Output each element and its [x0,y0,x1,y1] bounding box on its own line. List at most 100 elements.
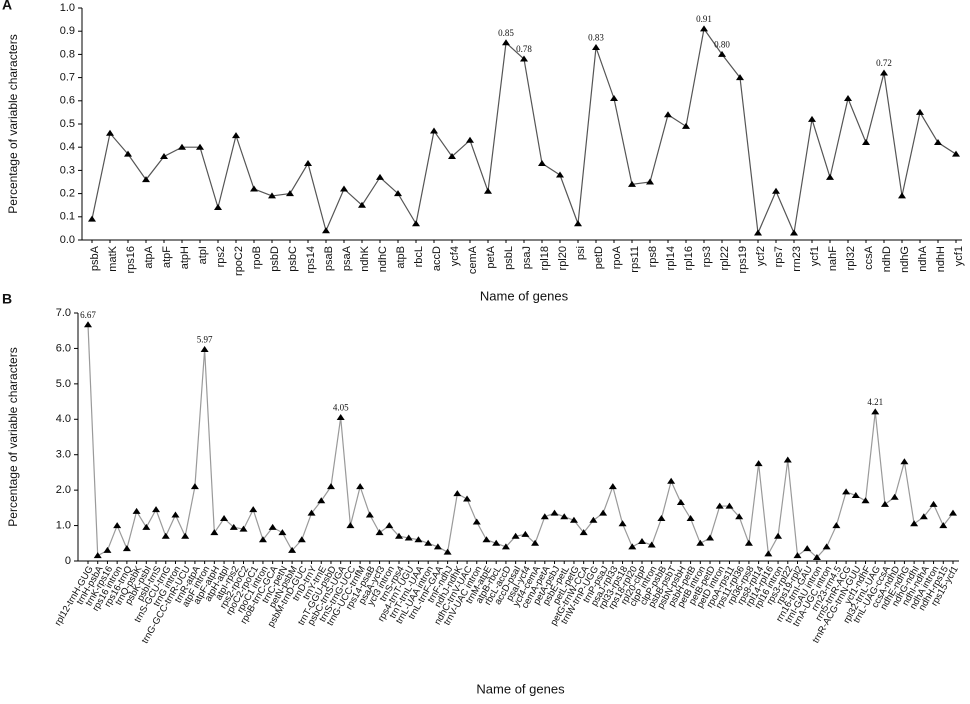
marker [307,509,316,516]
x-tick-label: rpoC2 [233,246,245,276]
marker [628,180,636,187]
marker [124,150,132,157]
marker [826,173,834,180]
marker [929,500,938,507]
x-tick-label: ndhC [377,246,389,272]
marker [122,545,131,552]
value-label: 6.67 [80,310,96,320]
x-tick-label: cemA [467,245,479,274]
marker [93,552,102,559]
marker [200,345,209,352]
y-tick-label: 5.0 [56,378,71,390]
marker [589,516,598,523]
marker [304,159,312,166]
x-tick-label: rps19 [737,246,749,274]
y-tick-label: 0.7 [60,72,75,84]
marker [336,414,345,421]
x-tick-label: ycf4 [449,246,461,266]
x-tick-label: rpl20 [557,246,569,270]
x-tick-label: petD [593,246,605,269]
x-tick-label: psaJ [521,246,533,269]
marker [715,502,724,509]
marker [844,94,852,101]
y-tick-label: 0.9 [60,25,75,37]
marker [239,525,248,532]
marker [890,493,899,500]
marker [686,514,695,521]
y-tick-label: 0 [65,555,71,567]
marker [103,546,112,553]
x-tick-label: rps8 [647,246,659,267]
x-tick-label: atpI [197,246,209,264]
marker [793,552,802,559]
x-tick-label: ndhA [917,245,929,271]
marker [754,460,763,467]
y-tick-label: 0.8 [60,48,75,60]
marker [718,50,726,57]
marker [484,187,492,194]
marker [414,536,423,543]
marker [862,139,870,146]
marker [725,502,734,509]
x-tick-label: psbC [287,246,299,272]
marker [430,127,438,134]
marker [647,541,656,548]
marker [696,539,705,546]
value-label: 5.97 [197,335,213,345]
marker [229,523,238,530]
marker [210,529,219,536]
marker [851,491,860,498]
x-tick-label: rps11 [629,246,641,273]
x-tick-label: rpl16 [683,246,695,270]
marker [812,553,821,560]
marker [297,536,306,543]
x-tick-label: rpl18 [539,246,551,270]
x-tick-label: psi [575,246,587,260]
marker [160,152,168,159]
marker [448,152,456,159]
y-tick-label: 0.4 [60,141,75,153]
value-label: 0.85 [498,28,514,38]
marker [934,139,942,146]
y-tick-label: 0.5 [60,118,75,130]
marker [142,176,150,183]
x-tick-label: ycf1 [953,246,965,266]
marker [453,490,462,497]
marker [949,509,957,516]
marker [667,477,676,484]
value-label: 4.21 [867,397,883,407]
marker [531,539,540,546]
marker [744,539,753,546]
marker [832,522,841,529]
marker [579,529,588,536]
marker [492,539,501,546]
x-tick-label: rpl22 [719,246,731,270]
y-tick-label: 0.3 [60,164,75,176]
marker [472,518,481,525]
marker [412,220,420,227]
marker [502,39,510,46]
x-tick-label: ndhK [359,245,371,271]
marker [286,190,294,197]
marker [365,511,374,518]
marker [511,532,520,539]
marker [610,94,618,101]
marker [574,220,582,227]
marker [754,229,762,236]
marker [268,192,276,199]
marker [220,514,229,521]
y-tick-label: 1.0 [60,2,75,14]
y-tick-label: 3.0 [56,449,71,461]
x-tick-label: atpF [161,246,173,268]
y-tick-label: 0.1 [60,211,75,223]
marker [822,543,831,550]
x-tick-label: petA [485,245,497,268]
value-label: 0.80 [714,39,730,49]
x-tick-label: ndhH [935,246,947,272]
marker [358,201,366,208]
marker [735,513,744,520]
value-label: 0.91 [696,14,712,24]
marker [171,511,180,518]
marker [132,507,141,514]
x-tick-label: atpA [143,245,155,268]
